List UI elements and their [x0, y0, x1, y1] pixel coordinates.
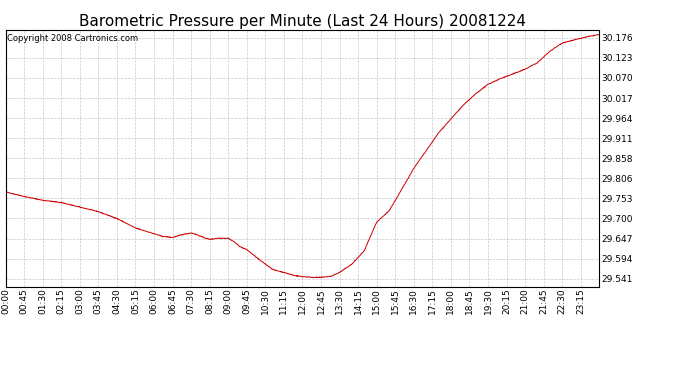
Title: Barometric Pressure per Minute (Last 24 Hours) 20081224: Barometric Pressure per Minute (Last 24 …	[79, 14, 526, 29]
Text: Copyright 2008 Cartronics.com: Copyright 2008 Cartronics.com	[8, 34, 139, 43]
